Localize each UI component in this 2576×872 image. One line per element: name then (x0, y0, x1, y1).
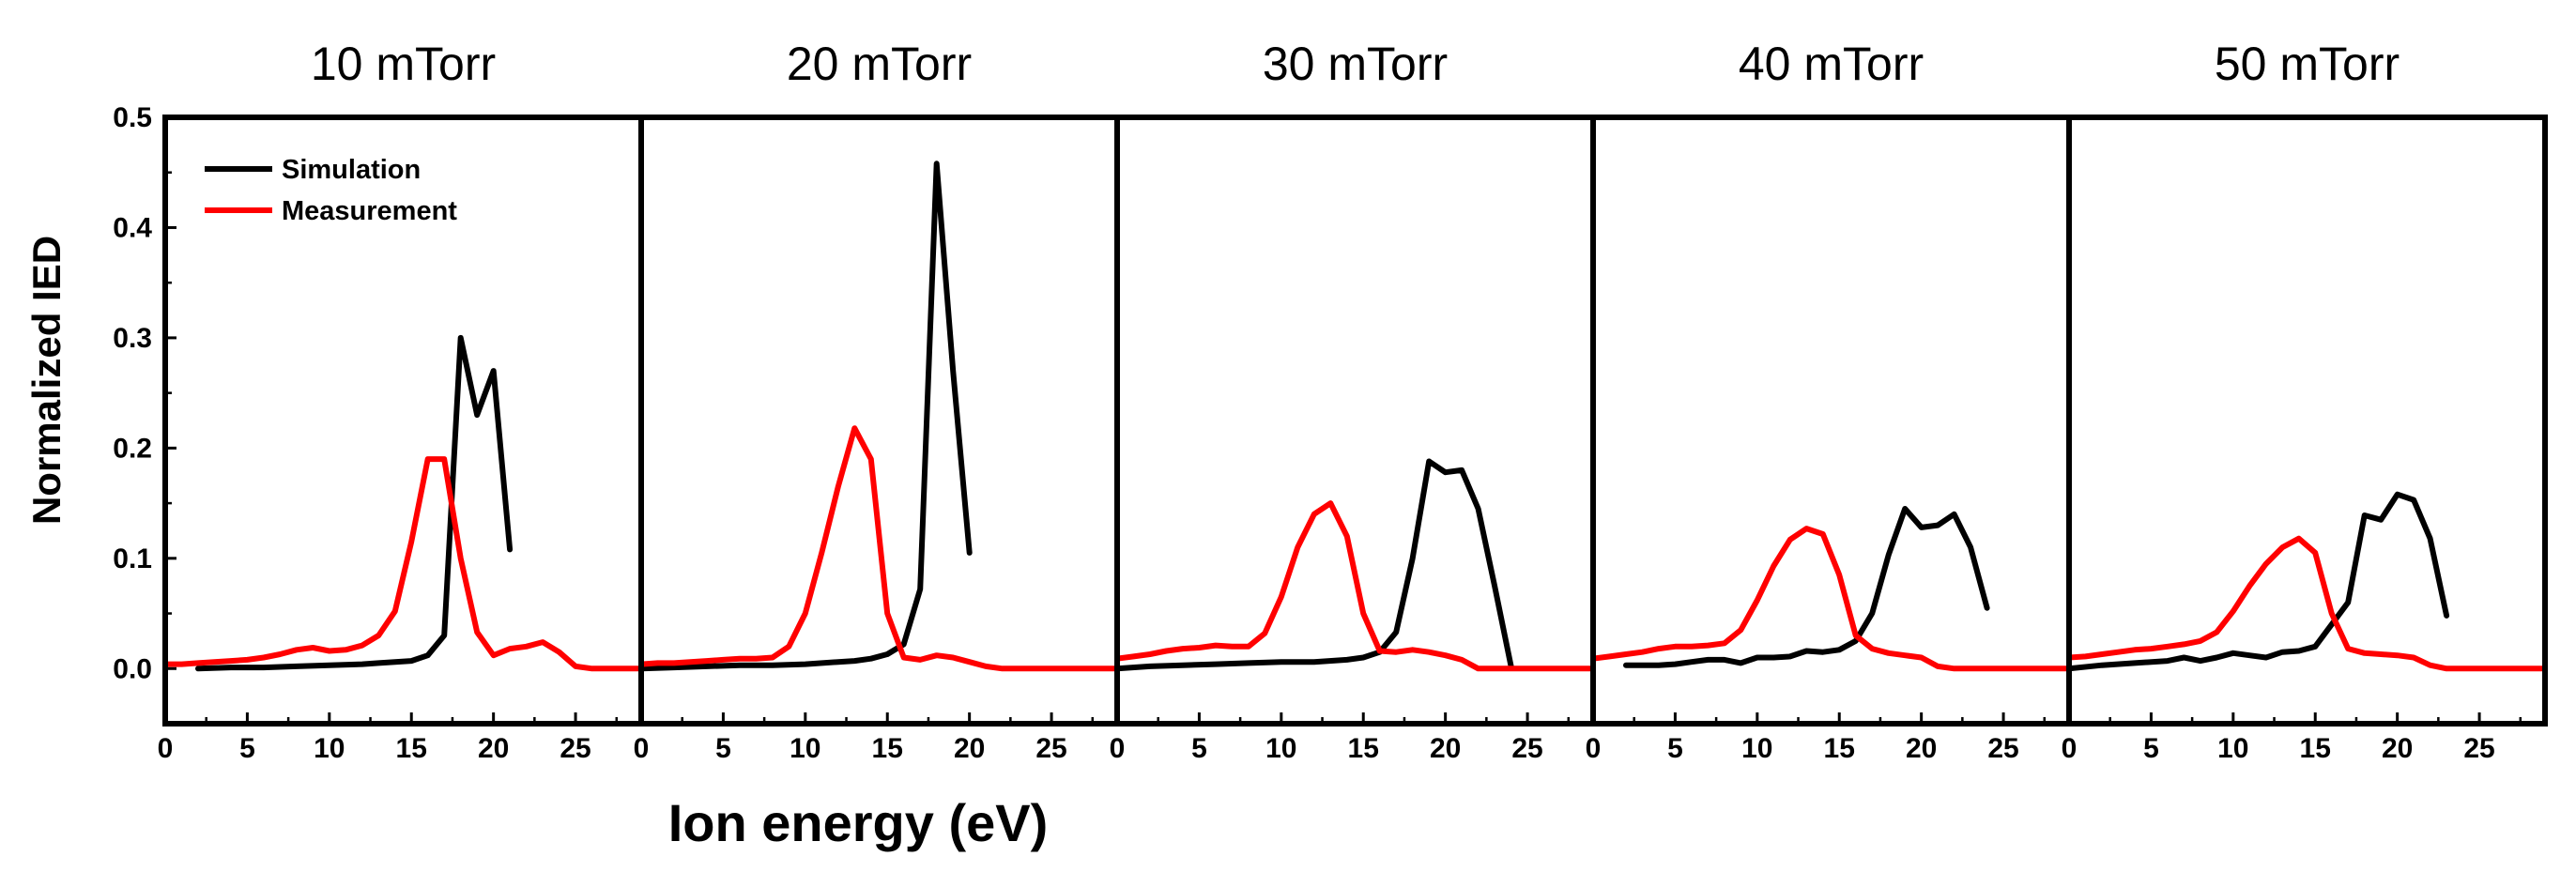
panel-title: 30 mTorr (1263, 38, 1448, 90)
x-tick-label: 25 (1035, 733, 1066, 764)
legend-label-simulation: Simulation (282, 155, 421, 185)
x-tick-label: 0 (2062, 733, 2078, 764)
plot-frame (162, 115, 2548, 727)
x-tick-label: 20 (954, 733, 985, 764)
y-tick-label: 0.5 (113, 102, 152, 133)
legend: Simulation Measurement (205, 155, 457, 226)
frames-layer: 0.0 0.1 0.2 0.3 0.4 0.5 Simulation Measurement (113, 102, 2548, 727)
panel-title: 10 mTorr (311, 38, 496, 90)
simulation-line (1623, 506, 1990, 668)
y-tick-label: 0.0 (113, 653, 152, 684)
simulation-line (641, 161, 973, 672)
x-tick-label: 10 (2217, 733, 2248, 764)
x-tick-label: 0 (634, 733, 650, 764)
x-tick-label: 5 (1667, 733, 1683, 764)
x-tick-label: 20 (1430, 733, 1461, 764)
panel-title: 50 mTorr (2215, 38, 2400, 90)
x-tick-label: 20 (1906, 733, 1937, 764)
simulation-line (2069, 491, 2450, 672)
x-tick-label: 20 (2382, 733, 2413, 764)
x-tick-label: 25 (1987, 733, 2018, 764)
series-group (165, 334, 641, 672)
simulation-line (195, 334, 514, 672)
measurement-line (1593, 526, 2069, 672)
x-tick-label: 25 (560, 733, 590, 764)
panel-1: 10 mTorr 0 5 10 15 20 25 (158, 38, 641, 764)
x-tick-label: 5 (2143, 733, 2159, 764)
x-tick-label: 0 (1110, 733, 1126, 764)
x-tick-label: 5 (239, 733, 255, 764)
panel-5: 50 mTorr 0 5 10 15 20 25 (2062, 38, 2545, 764)
measurement-line (2069, 535, 2545, 672)
x-tick-label: 10 (790, 733, 820, 764)
y-tick-label: 0.3 (113, 323, 152, 354)
x-tick-label: 15 (1824, 733, 1855, 764)
x-axis-title: Ion energy (eV) (668, 793, 1049, 852)
x-tick-label: 5 (1191, 733, 1207, 764)
x-tick-label: 10 (314, 733, 345, 764)
panel-title: 20 mTorr (787, 38, 972, 90)
x-tick-label: 15 (2300, 733, 2331, 764)
panel-title: 40 mTorr (1739, 38, 1924, 90)
simulation-line (1117, 458, 1514, 672)
y-axis-title: Normalized IED (24, 236, 69, 525)
x-tick-label: 15 (396, 733, 427, 764)
y-tick-label: 0.2 (113, 433, 152, 464)
y-tick-label: 0.4 (113, 212, 152, 243)
series-group (2069, 491, 2545, 672)
x-tick-label: 25 (1511, 733, 1542, 764)
x-tick-label: 10 (1741, 733, 1772, 764)
measurement-line (1117, 500, 1593, 672)
series-group (641, 161, 1117, 672)
series-group (1117, 458, 1593, 672)
x-tick-label: 15 (872, 733, 903, 764)
x-tick-label: 10 (1265, 733, 1296, 764)
measurement-line (165, 456, 641, 672)
panel-4: 40 mTorr 0 5 10 15 20 25 (1586, 38, 2069, 764)
x-tick-label: 20 (478, 733, 509, 764)
x-tick-label: 0 (158, 733, 174, 764)
series-group (1593, 506, 2069, 672)
y-tick-label: 0.1 (113, 543, 152, 574)
x-tick-label: 25 (2463, 733, 2494, 764)
panel-2: 20 mTorr 0 5 10 15 20 25 (634, 38, 1117, 764)
x-tick-label: 0 (1586, 733, 1602, 764)
x-tick-label: 15 (1348, 733, 1379, 764)
panel-3: 30 mTorr 0 5 10 15 20 25 (1110, 38, 1593, 764)
x-tick-label: 5 (715, 733, 731, 764)
legend-label-measurement: Measurement (282, 196, 457, 226)
measurement-line (641, 425, 1117, 672)
